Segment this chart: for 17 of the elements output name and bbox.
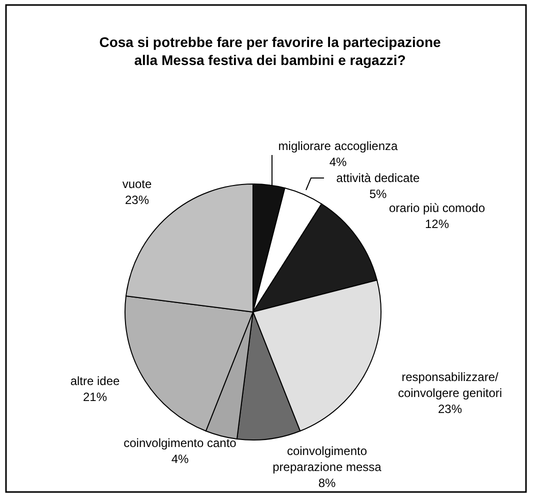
chart-title: Cosa si potrebbe fare per favorire la partecipazione alla Messa festiva dei bambini e ragazzi?	[99, 34, 441, 68]
data-label: 21%	[82, 390, 108, 404]
slice-label: responsabilizzare/ coinvolgere genitori	[398, 370, 502, 400]
data-label: 23%	[438, 402, 462, 416]
slice-label: altre idee	[70, 374, 120, 388]
slice-label: coinvolgimento canto	[124, 436, 237, 450]
data-label: 23%	[124, 193, 150, 207]
data-label: 8%	[318, 476, 336, 490]
slice-label: orario più comodo	[388, 201, 486, 215]
slice-label: coinvolgimento preparazione messa	[272, 444, 382, 474]
data-label: 4%	[329, 155, 347, 169]
slice-label: attività dedicate	[336, 171, 420, 185]
data-label: 4%	[171, 452, 189, 466]
slice-label: migliorare accoglienza	[278, 139, 398, 153]
data-label: 12%	[424, 217, 450, 231]
slice-label: vuote	[122, 177, 152, 191]
data-label: 5%	[369, 187, 387, 201]
